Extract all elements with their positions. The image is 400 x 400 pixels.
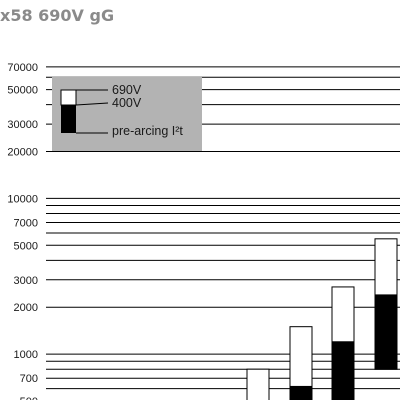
- legend-label-690v: 690V: [112, 83, 142, 97]
- y-tick-label-7000: 7000: [14, 218, 38, 230]
- legend-label-400v: 400V: [112, 96, 142, 110]
- y-tick-label-5000: 5000: [14, 240, 38, 252]
- legend-swatch-400v: [61, 105, 76, 133]
- y-axis-tick-labels: 70000 50000 30000 20000 10000 7000 5000 3000 200…: [7, 62, 38, 400]
- y-tick-label-20000: 20000: [7, 147, 38, 159]
- chart-title: x58 690V gG: [0, 6, 115, 25]
- legend-leader-400v: [75, 102, 109, 106]
- y-tick-label-30000: 30000: [7, 119, 38, 131]
- y-tick-label-700: 700: [20, 373, 38, 385]
- y-tick-label-70000: 70000: [7, 62, 38, 74]
- legend-label-prearc: pre-arcing I²t: [112, 124, 183, 138]
- y-tick-label-3000: 3000: [14, 275, 38, 287]
- y-tick-label-500: 500: [20, 396, 38, 400]
- bar-4-400v-segment: [374, 294, 398, 370]
- legend-swatch-690v: [60, 89, 77, 106]
- y-tick-label-50000: 50000: [7, 85, 38, 97]
- y-tick-label-1000: 1000: [14, 349, 38, 361]
- bar-3-400v-segment: [331, 341, 355, 400]
- y-tick-label-10000: 10000: [7, 193, 38, 205]
- grid-lines: [46, 66, 400, 390]
- bar-1-690v-segment: [246, 368, 270, 400]
- legend: 690V 400V pre-arcing I²t: [52, 77, 202, 151]
- bar-2-690v-segment: [289, 326, 313, 400]
- bar-2-400v-segment: [289, 385, 313, 400]
- y-tick-label-2000: 2000: [14, 302, 38, 314]
- legend-background: [52, 77, 202, 151]
- bar-series: [246, 238, 398, 400]
